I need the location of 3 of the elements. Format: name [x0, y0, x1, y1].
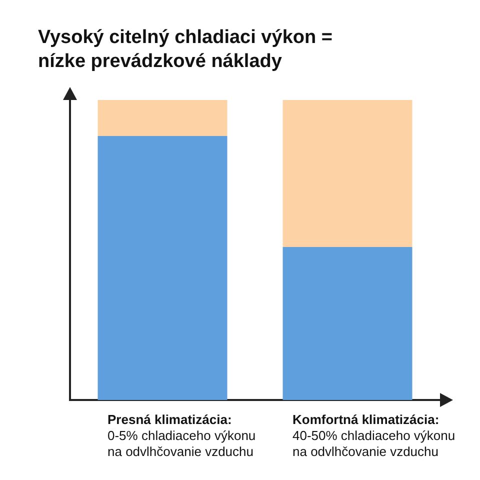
chart-title: Vysoký citelný chladiaci výkon = nízke prevádzkové náklady: [38, 26, 332, 74]
x-tick-label: Komfortná klimatizácia: 40-50% chladiaceho výkonu na odvlhčovanie vzduchu: [292, 412, 456, 460]
x-tick-label: Presná klimatizácia: 0-5% chladiaceho výkonu na odvlhčovanie vzduchu: [108, 412, 256, 460]
